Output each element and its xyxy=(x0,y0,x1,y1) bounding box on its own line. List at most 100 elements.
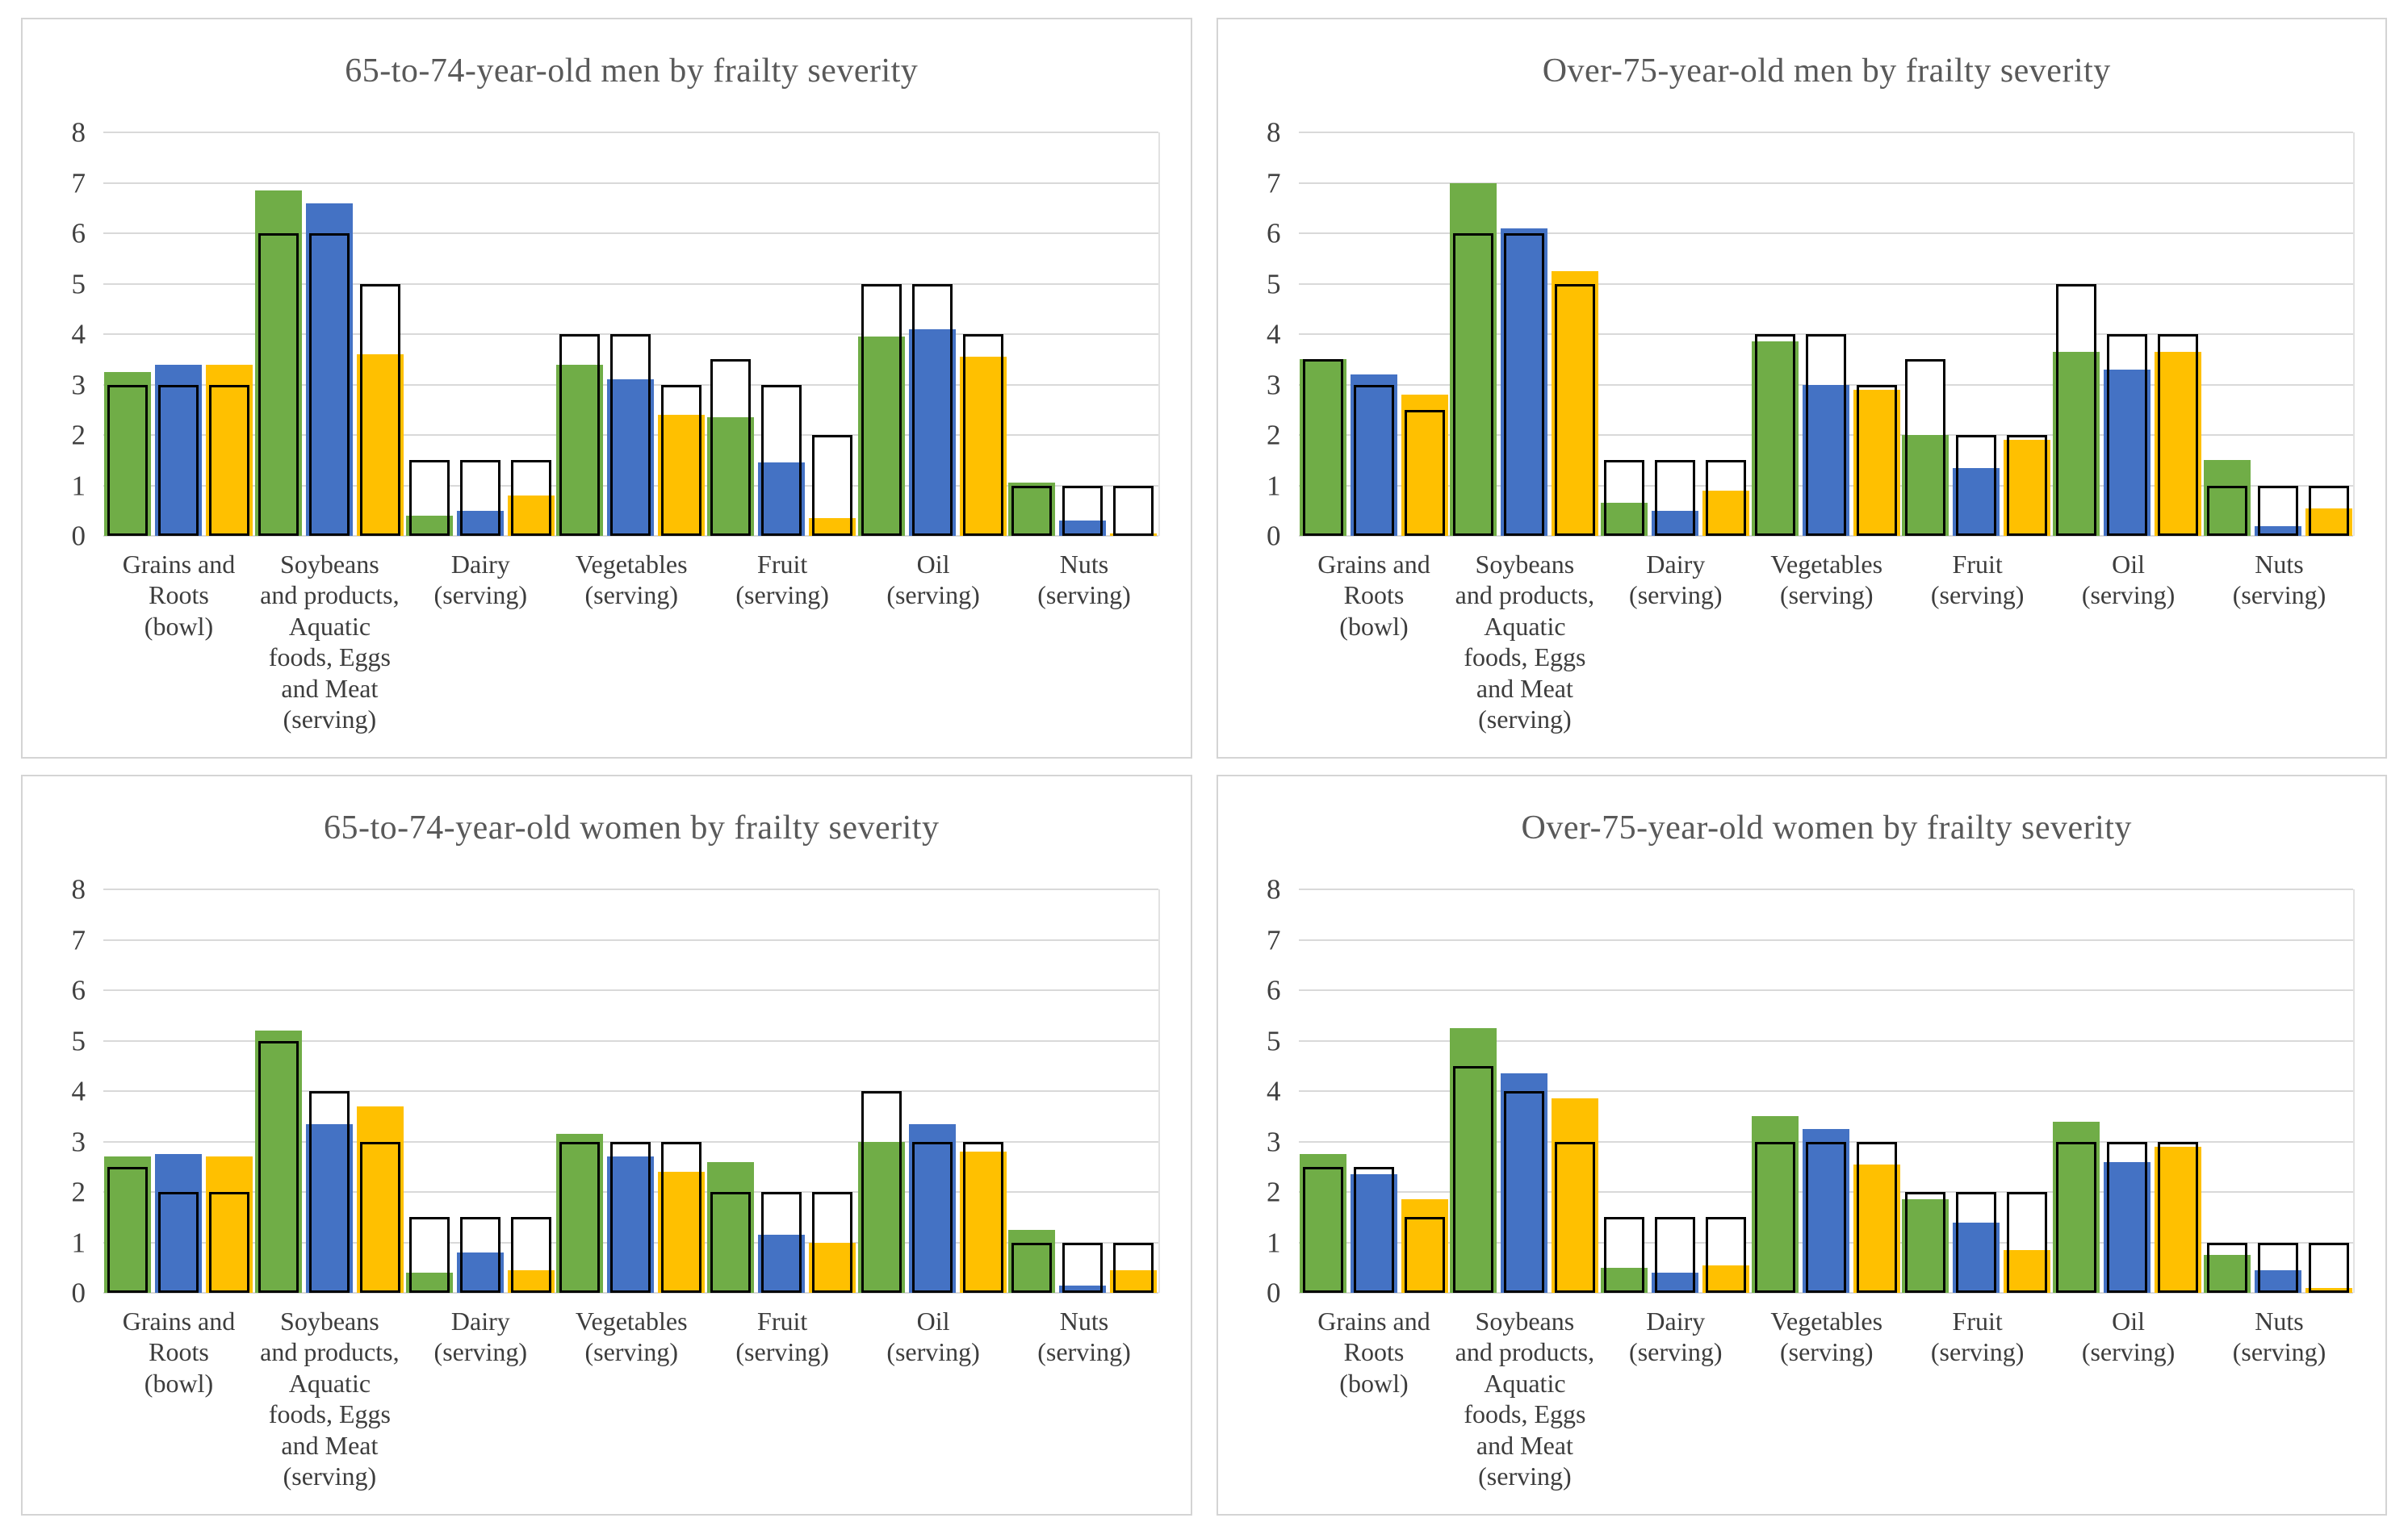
bar-reference-outline xyxy=(459,460,500,536)
bar-fill-yellow xyxy=(507,496,555,536)
category-label: Oil (serving) xyxy=(2053,549,2204,734)
bar-slot xyxy=(1552,889,1599,1293)
y-axis-tick-label: 6 xyxy=(71,974,86,1006)
y-axis-tick-label: 7 xyxy=(1267,167,1281,199)
bar-group xyxy=(1901,132,2052,536)
bar-reference-outline xyxy=(258,233,299,536)
bar-slot xyxy=(2203,132,2251,536)
plot-area-wrapper: 8 7 6 5 4 3 2 1 0 xyxy=(47,876,1160,1307)
category-label-line: Roots xyxy=(149,580,209,610)
bar-fill-green xyxy=(2203,1255,2251,1293)
bar-fill-green xyxy=(1450,1027,1497,1293)
plot-area xyxy=(103,132,1160,537)
bar-reference-outline xyxy=(760,1192,802,1293)
gridline xyxy=(1298,132,2353,133)
category-label: Oil (serving) xyxy=(858,549,1009,734)
bar-reference-outline xyxy=(1956,1192,1997,1293)
category-label: Dairy (serving) xyxy=(405,549,556,734)
category-label-line: Nuts xyxy=(1059,550,1109,579)
category-label-line: Soybeans xyxy=(280,1307,379,1336)
plot-area xyxy=(1298,889,2355,1294)
bar-reference-outline xyxy=(2308,1242,2349,1293)
bar-group xyxy=(1750,889,1901,1293)
category-label-line: Aquatic xyxy=(288,1368,371,1398)
y-axis-tick-label: 2 xyxy=(1267,1176,1281,1208)
bar-reference-outline xyxy=(811,1192,852,1293)
category-label: Nuts (serving) xyxy=(1009,549,1160,734)
bar-reference-outline xyxy=(1404,409,1445,536)
bar-reference-outline xyxy=(1113,1242,1154,1293)
bar-reference-outline xyxy=(1655,1217,1696,1293)
bar-group xyxy=(706,889,857,1293)
y-axis-tick-label: 3 xyxy=(71,1126,86,1157)
bar-reference-outline xyxy=(1555,283,1596,536)
bar-slot xyxy=(1401,889,1448,1293)
bar-fill-blue xyxy=(1802,384,1849,536)
bar-fill-green xyxy=(857,1141,905,1293)
bar-reference-outline xyxy=(559,334,601,536)
bar-group xyxy=(1007,132,1158,536)
bar-slot xyxy=(1401,132,1448,536)
bar-reference-outline xyxy=(359,283,400,536)
y-axis-tick-label: 1 xyxy=(71,1227,86,1258)
bar-slot xyxy=(1299,132,1346,536)
bar-group xyxy=(1600,132,1751,536)
bar-reference-outline xyxy=(1856,1141,1897,1293)
category-label-line: Dairy xyxy=(1646,550,1706,579)
category-label: Vegetables (serving) xyxy=(1751,1306,1902,1491)
bar-reference-outline xyxy=(2206,485,2247,536)
bar-slot xyxy=(2104,132,2151,536)
bar-slot xyxy=(1702,132,1750,536)
bar-reference-outline xyxy=(1754,1141,1795,1293)
y-axis-tick-label: 7 xyxy=(71,924,86,956)
y-axis-tick-label: 2 xyxy=(71,419,86,451)
category-label-line: (serving) xyxy=(735,580,829,610)
category-label: Fruit (serving) xyxy=(1902,1306,2053,1491)
bar-fill-blue xyxy=(456,1252,504,1293)
bar-reference-outline xyxy=(459,1217,500,1293)
bar-reference-outline xyxy=(661,1141,702,1293)
category-label: Vegetables (serving) xyxy=(556,1306,707,1491)
bar-reference-outline xyxy=(610,334,651,536)
y-axis-tick-label: 3 xyxy=(71,369,86,400)
bar-reference-outline xyxy=(1706,460,1747,536)
category-label-line: (serving) xyxy=(584,580,678,610)
category-label-line: Roots xyxy=(149,1337,209,1367)
category-label-line: Vegetables xyxy=(1770,550,1883,579)
y-axis-tick-label: 2 xyxy=(1267,419,1281,451)
gridline xyxy=(1298,989,2353,991)
bar-reference-outline xyxy=(408,460,450,536)
bar-fill-yellow xyxy=(959,1152,1007,1293)
bar-reference-outline xyxy=(1453,233,1494,536)
bar-slot xyxy=(1110,889,1158,1293)
bar-reference-outline xyxy=(209,384,250,536)
bar-slot xyxy=(1552,132,1599,536)
category-label-line: Oil xyxy=(916,550,950,579)
gridline xyxy=(103,182,1158,184)
gridline xyxy=(1298,1039,2353,1042)
category-label-line: and products, xyxy=(260,1337,400,1367)
bar-group xyxy=(1449,132,1600,536)
bar-reference-outline xyxy=(1604,460,1645,536)
bar-slot xyxy=(1953,889,2000,1293)
category-label: Fruit (serving) xyxy=(1902,549,2053,734)
bar-reference-outline xyxy=(1905,359,1946,536)
category-label-line: foods, Eggs xyxy=(268,1399,391,1429)
gridline xyxy=(103,1292,1158,1294)
bar-reference-outline xyxy=(911,1141,953,1293)
bar-fill-blue xyxy=(2254,525,2301,536)
bar-slot xyxy=(2254,889,2301,1293)
bar-fill-green xyxy=(1902,1199,1949,1293)
gridline xyxy=(103,1090,1158,1092)
bar-group xyxy=(555,889,706,1293)
chart-title: 65-to-74-year-old men by frailty severit… xyxy=(345,52,919,90)
bar-fill-green xyxy=(1601,1267,1648,1293)
bar-group xyxy=(254,132,405,536)
bar-reference-outline xyxy=(1453,1065,1494,1293)
bar-slot xyxy=(857,889,905,1293)
gridline xyxy=(103,989,1158,991)
bar-fill-yellow xyxy=(1702,1265,1750,1293)
bar-fill-yellow xyxy=(959,357,1007,536)
category-labels-row: Grains and Roots (bowl) Soybeans and product… xyxy=(1299,549,2356,734)
bar-slot xyxy=(706,889,754,1293)
